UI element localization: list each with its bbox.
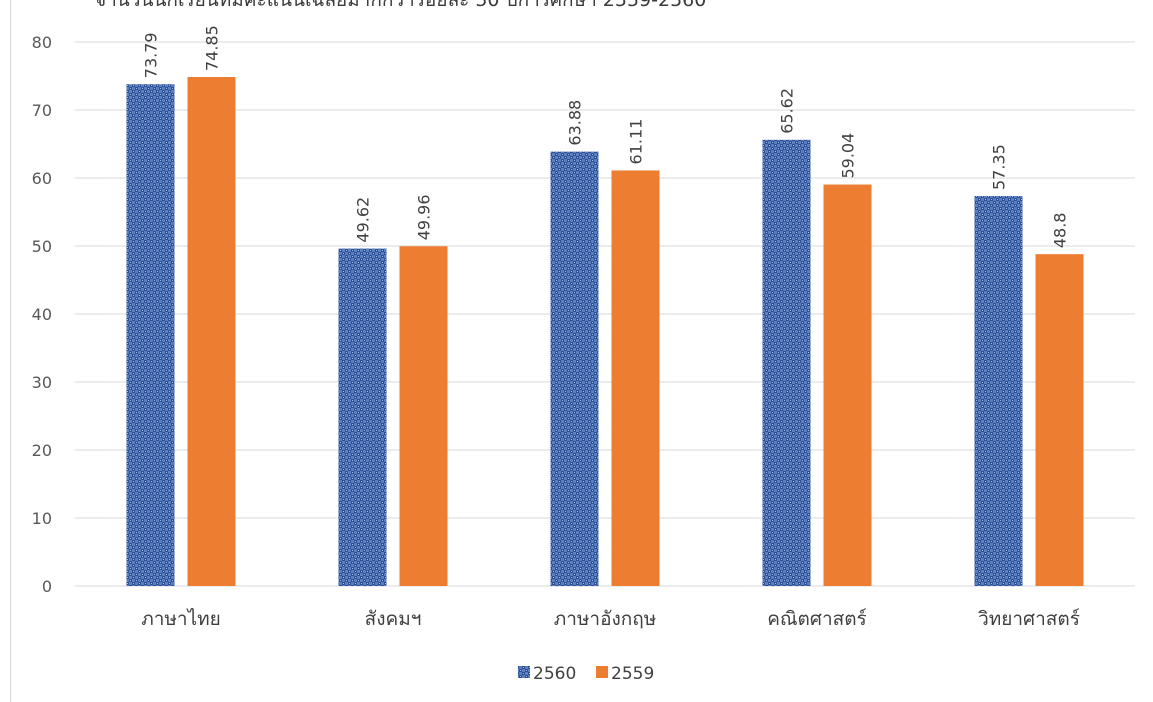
bar-2560 bbox=[550, 151, 599, 586]
data-label: 49.62 bbox=[354, 197, 373, 243]
bar-2559 bbox=[1035, 254, 1084, 586]
x-axis: ภาษาไทย สังคมฯ ภาษาอังกฤษ คณิตศาสตร์ วิทยาศา… bbox=[141, 608, 1080, 630]
chart-title: จำนวนนักเรียนที่มีคะแนนเฉลี่ยมากกว่าร้อย… bbox=[95, 0, 707, 11]
y-tick-label: 30 bbox=[32, 373, 52, 392]
data-label: 73.79 bbox=[142, 32, 161, 78]
chart-title-container: จำนวนนักเรียนที่มีคะแนนเฉลี่ยมากกว่าร้อย… bbox=[95, 0, 795, 11]
y-tick-label: 10 bbox=[32, 509, 52, 528]
bar-2560 bbox=[338, 248, 387, 587]
legend-label: 2559 bbox=[611, 664, 654, 684]
bar-2560 bbox=[762, 139, 811, 586]
data-label: 74.85 bbox=[203, 25, 222, 71]
legend-swatch-2560 bbox=[518, 666, 530, 678]
data-label: 65.62 bbox=[778, 88, 797, 134]
x-tick-label: สังคมฯ bbox=[365, 608, 422, 630]
y-tick-label: 80 bbox=[32, 33, 52, 52]
bar-2559 bbox=[823, 184, 872, 586]
data-label: 63.88 bbox=[566, 100, 585, 146]
y-tick-label: 70 bbox=[32, 101, 52, 120]
bar-2560 bbox=[126, 84, 175, 586]
y-tick-label: 50 bbox=[32, 237, 52, 256]
x-tick-label: วิทยาศาสตร์ bbox=[978, 608, 1080, 630]
y-tick-label: 0 bbox=[42, 577, 52, 596]
data-label: 48.8 bbox=[1051, 213, 1070, 249]
bar-2559 bbox=[611, 170, 660, 586]
legend-swatch-2559 bbox=[596, 666, 608, 678]
value-labels: 73.79 74.85 49.62 49.96 63.88 61.11 65.62 59.04… bbox=[142, 25, 1070, 248]
bars bbox=[126, 77, 1084, 587]
y-tick-label: 60 bbox=[32, 169, 52, 188]
y-tick-label: 40 bbox=[32, 305, 52, 324]
x-tick-label: คณิตศาสตร์ bbox=[767, 608, 867, 630]
legend: 2560 2559 bbox=[518, 664, 654, 684]
bar-2560 bbox=[974, 196, 1023, 586]
gridlines bbox=[75, 41, 1135, 587]
data-label: 59.04 bbox=[839, 133, 858, 179]
data-label: 57.35 bbox=[990, 144, 1009, 190]
data-label: 49.96 bbox=[415, 194, 434, 240]
legend-label: 2560 bbox=[533, 664, 576, 684]
x-tick-label: ภาษาอังกฤษ bbox=[554, 608, 657, 630]
chart-frame bbox=[10, 0, 1153, 702]
y-axis: 0 10 20 30 40 50 60 70 80 bbox=[32, 33, 52, 596]
data-label: 61.11 bbox=[627, 119, 646, 165]
y-tick-label: 20 bbox=[32, 441, 52, 460]
x-tick-label: ภาษาไทย bbox=[141, 608, 221, 630]
bar-2559 bbox=[399, 246, 448, 586]
bar-2559 bbox=[187, 77, 236, 587]
